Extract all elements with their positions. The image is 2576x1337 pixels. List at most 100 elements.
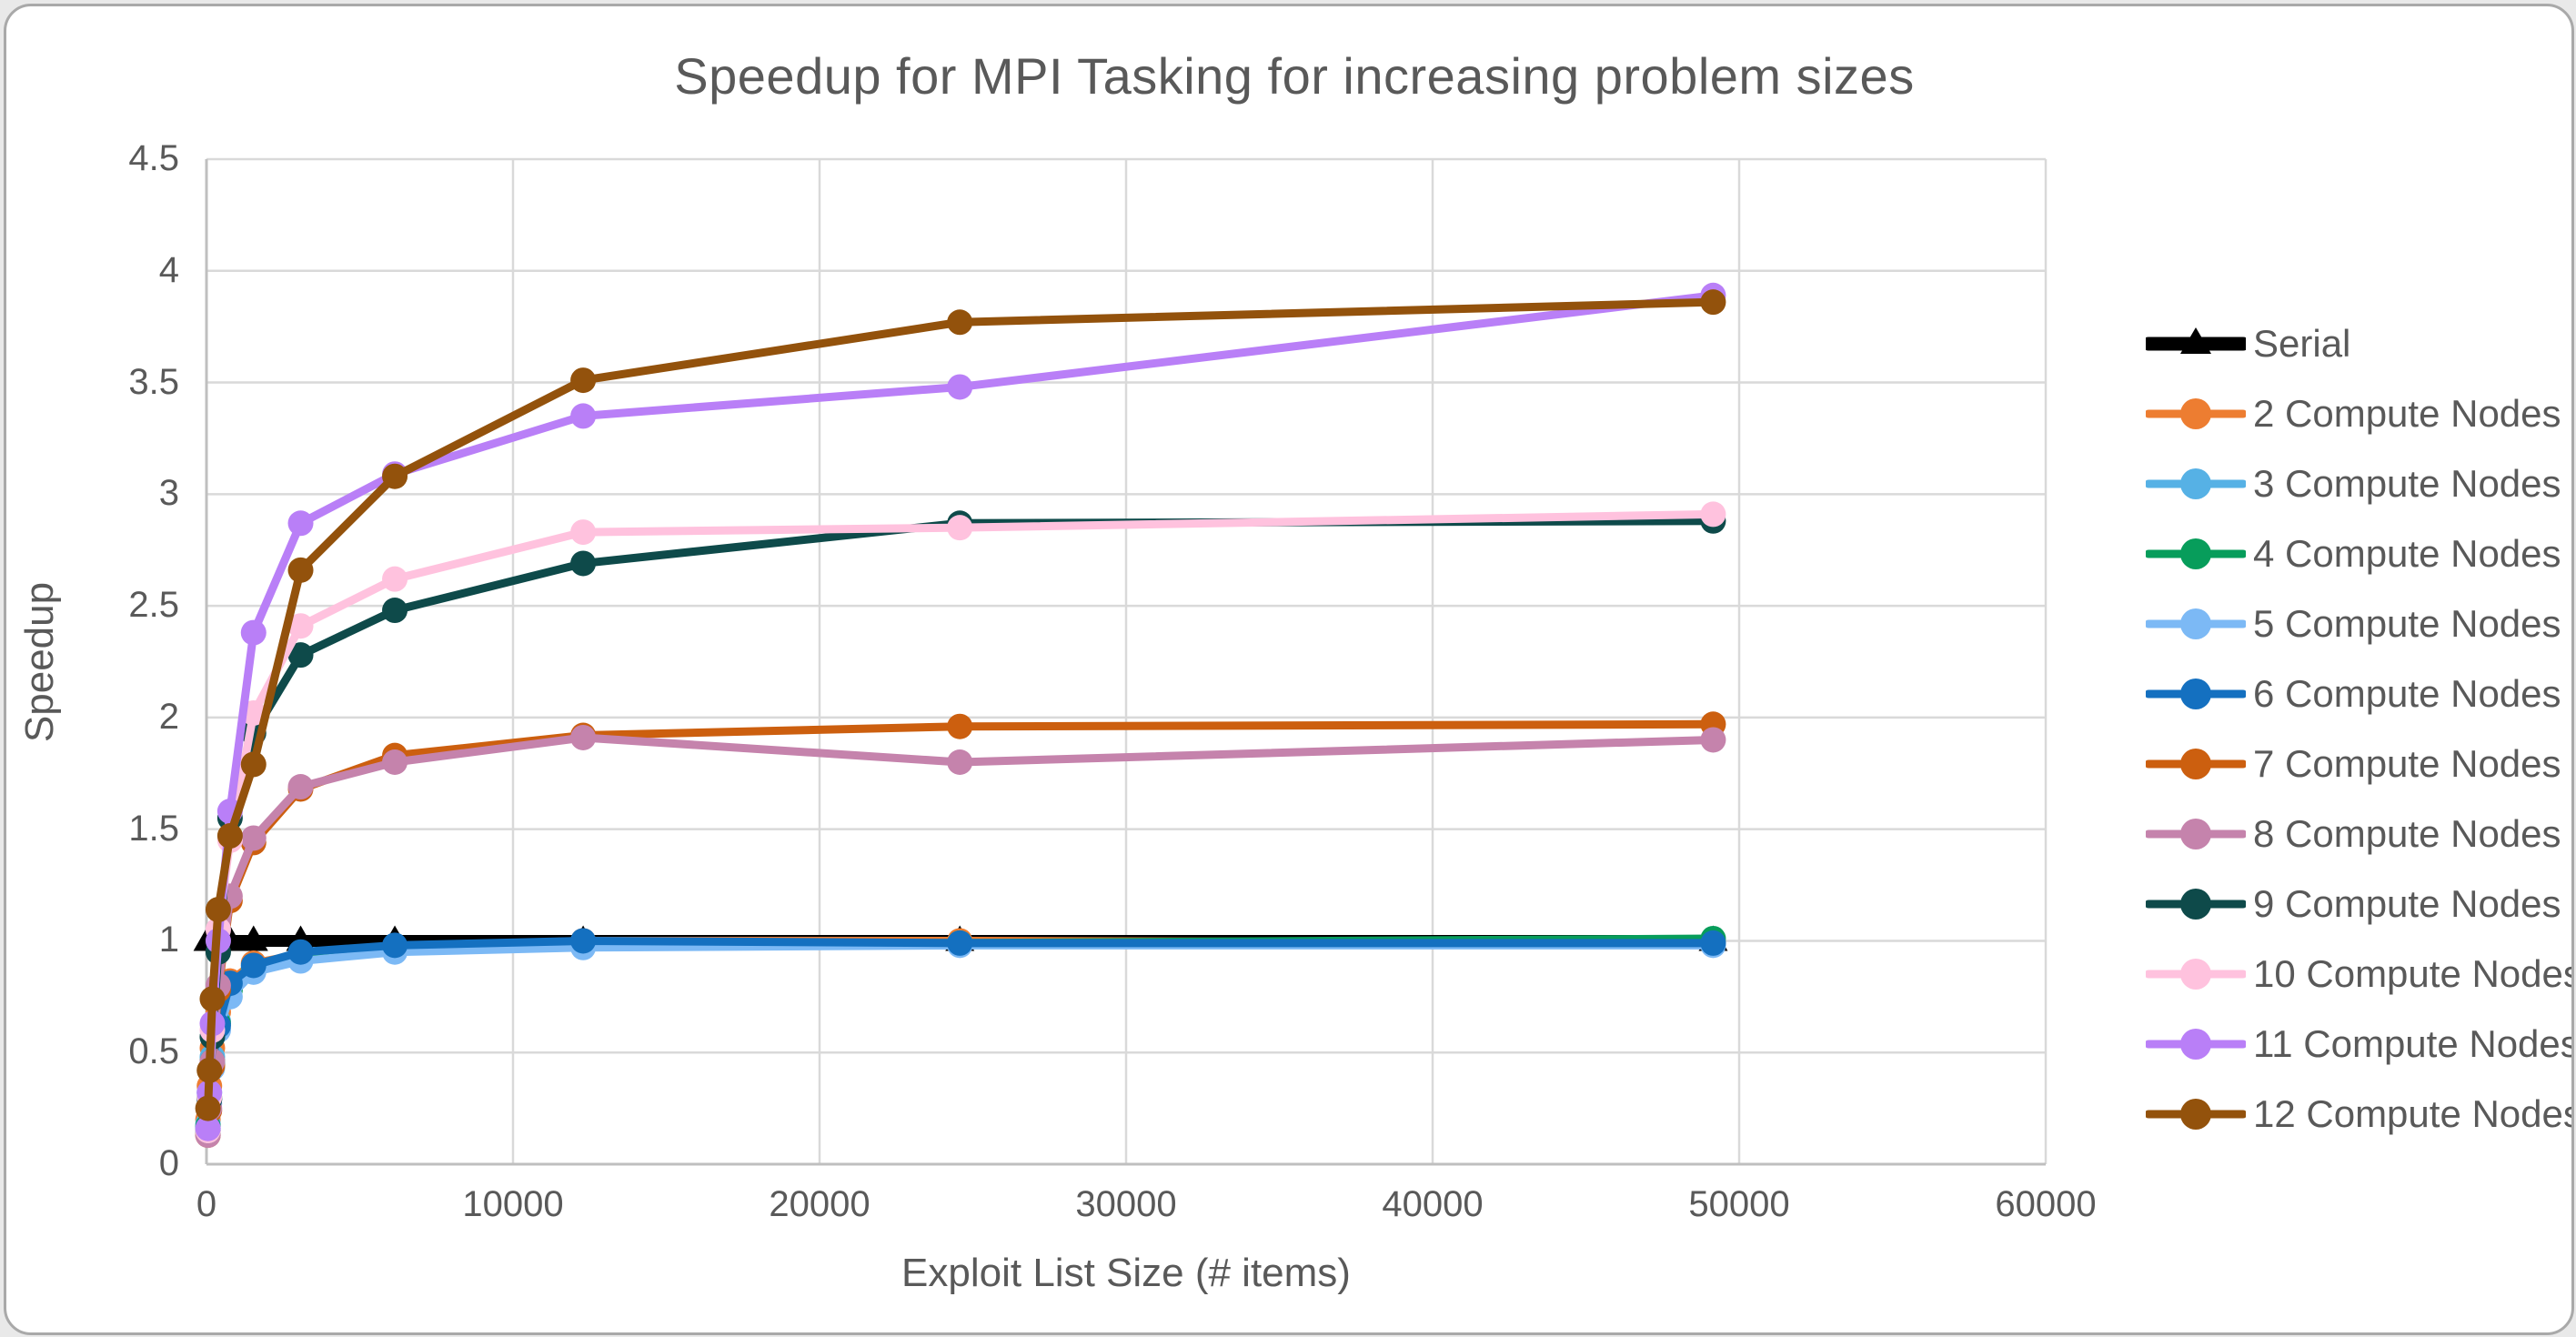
marker-10-compute-nodes <box>382 566 408 592</box>
marker-6-compute-nodes <box>947 930 973 956</box>
legend-marker-11-compute-nodes <box>2146 1029 2246 1060</box>
legend-label: 5 Compute Nodes <box>2253 602 2561 645</box>
legend-label: 2 Compute Nodes <box>2253 392 2561 435</box>
series-line-4-compute-nodes <box>204 934 1717 1131</box>
legend-item-8-compute-nodes: 8 Compute Nodes <box>2146 812 2571 855</box>
legend: Serial 2 Compute Nodes 3 Compute Nodes 4 Co… <box>2146 322 2574 1135</box>
y-tick-label: 4 <box>158 249 179 290</box>
y-axis-title: Speedup <box>17 581 62 743</box>
legend-marker-8-compute-nodes <box>2146 819 2246 849</box>
legend-label: 8 Compute Nodes <box>2253 812 2561 855</box>
legend-item-11-compute-nodes: 11 Compute Nodes <box>2146 1022 2574 1065</box>
legend-marker-12-compute-nodes <box>2146 1099 2246 1130</box>
marker-6-compute-nodes <box>1700 930 1726 956</box>
marker-11-compute-nodes <box>570 403 597 429</box>
series-line-2-compute-nodes <box>204 936 1717 1124</box>
marker-12-compute-nodes <box>205 897 231 923</box>
x-axis-title: Exploit List Size (# items) <box>901 1251 1351 1295</box>
x-tick-label: 50000 <box>1688 1184 1790 1224</box>
legend-marker-6-compute-nodes <box>2146 679 2246 709</box>
marker-6-compute-nodes <box>287 939 314 965</box>
marker-11-compute-nodes <box>240 619 267 646</box>
legend-marker-2-compute-nodes <box>2146 398 2246 429</box>
legend-item-6-compute-nodes: 6 Compute Nodes <box>2146 672 2571 715</box>
y-tick-label: 3.5 <box>128 361 179 402</box>
legend-marker-7-compute-nodes <box>2146 749 2246 779</box>
marker-12-compute-nodes <box>240 751 267 778</box>
legend-marker-3-compute-nodes <box>2146 468 2246 499</box>
x-tick-label: 40000 <box>1382 1184 1484 1224</box>
legend-label: 11 Compute Nodes <box>2253 1022 2574 1065</box>
marker-9-compute-nodes <box>382 598 408 624</box>
marker-10-compute-nodes <box>1700 501 1726 528</box>
marker-12-compute-nodes <box>196 1057 223 1083</box>
marker-12-compute-nodes <box>947 309 973 336</box>
legend-item-10-compute-nodes: 10 Compute Nodes <box>2146 952 2574 995</box>
chart-card: Speedup for MPI Tasking for increasing p… <box>4 4 2574 1335</box>
x-tick-label: 10000 <box>462 1184 564 1224</box>
legend-marker-4-compute-nodes <box>2146 538 2246 569</box>
x-tick-label: 60000 <box>1995 1184 2097 1224</box>
chart-title: Speedup for MPI Tasking for increasing p… <box>674 47 1915 105</box>
marker-12-compute-nodes <box>216 823 243 849</box>
marker-12-compute-nodes <box>1700 289 1726 316</box>
series-line-3-compute-nodes <box>204 939 1717 1129</box>
marker-6-compute-nodes <box>382 932 408 959</box>
series-line-12-compute-nodes <box>204 297 1717 1113</box>
marker-8-compute-nodes <box>240 825 267 851</box>
series-line-6-compute-nodes <box>204 936 1717 1133</box>
series-line-11-compute-nodes <box>204 291 1717 1133</box>
marker-12-compute-nodes <box>287 557 314 583</box>
marker-9-compute-nodes <box>570 550 597 577</box>
marker-12-compute-nodes <box>382 463 408 489</box>
legend-label: 7 Compute Nodes <box>2253 742 2561 785</box>
legend-item-5-compute-nodes: 5 Compute Nodes <box>2146 602 2571 645</box>
marker-8-compute-nodes <box>947 749 973 775</box>
legend-marker-5-compute-nodes <box>2146 608 2246 639</box>
marker-12-compute-nodes <box>199 986 226 1012</box>
legend-item-12-compute-nodes: 12 Compute Nodes <box>2146 1092 2574 1135</box>
marker-6-compute-nodes <box>570 928 597 954</box>
legend-label: 12 Compute Nodes <box>2253 1092 2574 1135</box>
marker-8-compute-nodes <box>287 774 314 800</box>
marker-8-compute-nodes <box>1700 727 1726 753</box>
y-tick-label: 2.5 <box>128 585 179 626</box>
legend-item-2-compute-nodes: 2 Compute Nodes <box>2146 392 2571 435</box>
y-tick-label: 0.5 <box>128 1031 179 1072</box>
legend-item-4-compute-nodes: 4 Compute Nodes <box>2146 532 2571 575</box>
series-line-9-compute-nodes <box>204 517 1717 1135</box>
x-tick-label: 20000 <box>769 1184 870 1224</box>
marker-6-compute-nodes <box>240 952 267 979</box>
legend-label: Serial <box>2253 322 2351 365</box>
legend-item-9-compute-nodes: 9 Compute Nodes <box>2146 882 2571 925</box>
x-tick-label: 30000 <box>1075 1184 1177 1224</box>
y-tick-label: 1 <box>158 920 179 960</box>
legend-label: 9 Compute Nodes <box>2253 882 2561 925</box>
legend-marker-10-compute-nodes <box>2146 959 2246 990</box>
y-tick-label: 1.5 <box>128 808 179 849</box>
marker-8-compute-nodes <box>382 749 408 775</box>
plot-area <box>193 157 2048 1166</box>
legend-marker-serial <box>2146 327 2246 354</box>
y-tick-label: 0 <box>158 1143 179 1183</box>
marker-10-compute-nodes <box>570 519 597 546</box>
legend-item-3-compute-nodes: 3 Compute Nodes <box>2146 462 2571 505</box>
y-tick-label: 3 <box>158 473 179 514</box>
legend-label: 3 Compute Nodes <box>2253 462 2561 505</box>
x-tick-label: 0 <box>196 1184 217 1224</box>
legend-item-serial: Serial <box>2146 322 2571 365</box>
legend-label: 6 Compute Nodes <box>2253 672 2561 715</box>
legend-item-7-compute-nodes: 7 Compute Nodes <box>2146 742 2571 785</box>
marker-10-compute-nodes <box>947 515 973 541</box>
legend-label: 4 Compute Nodes <box>2253 532 2561 575</box>
marker-11-compute-nodes <box>947 374 973 400</box>
series-line-5-compute-nodes <box>204 940 1717 1135</box>
marker-9-compute-nodes <box>287 642 314 668</box>
marker-12-compute-nodes <box>195 1095 221 1121</box>
marker-11-compute-nodes <box>195 1115 221 1141</box>
marker-7-compute-nodes <box>947 713 973 739</box>
legend-label: 10 Compute Nodes <box>2253 952 2574 995</box>
marker-serial <box>238 925 268 951</box>
marker-11-compute-nodes <box>287 510 314 537</box>
y-tick-label: 2 <box>158 696 179 737</box>
